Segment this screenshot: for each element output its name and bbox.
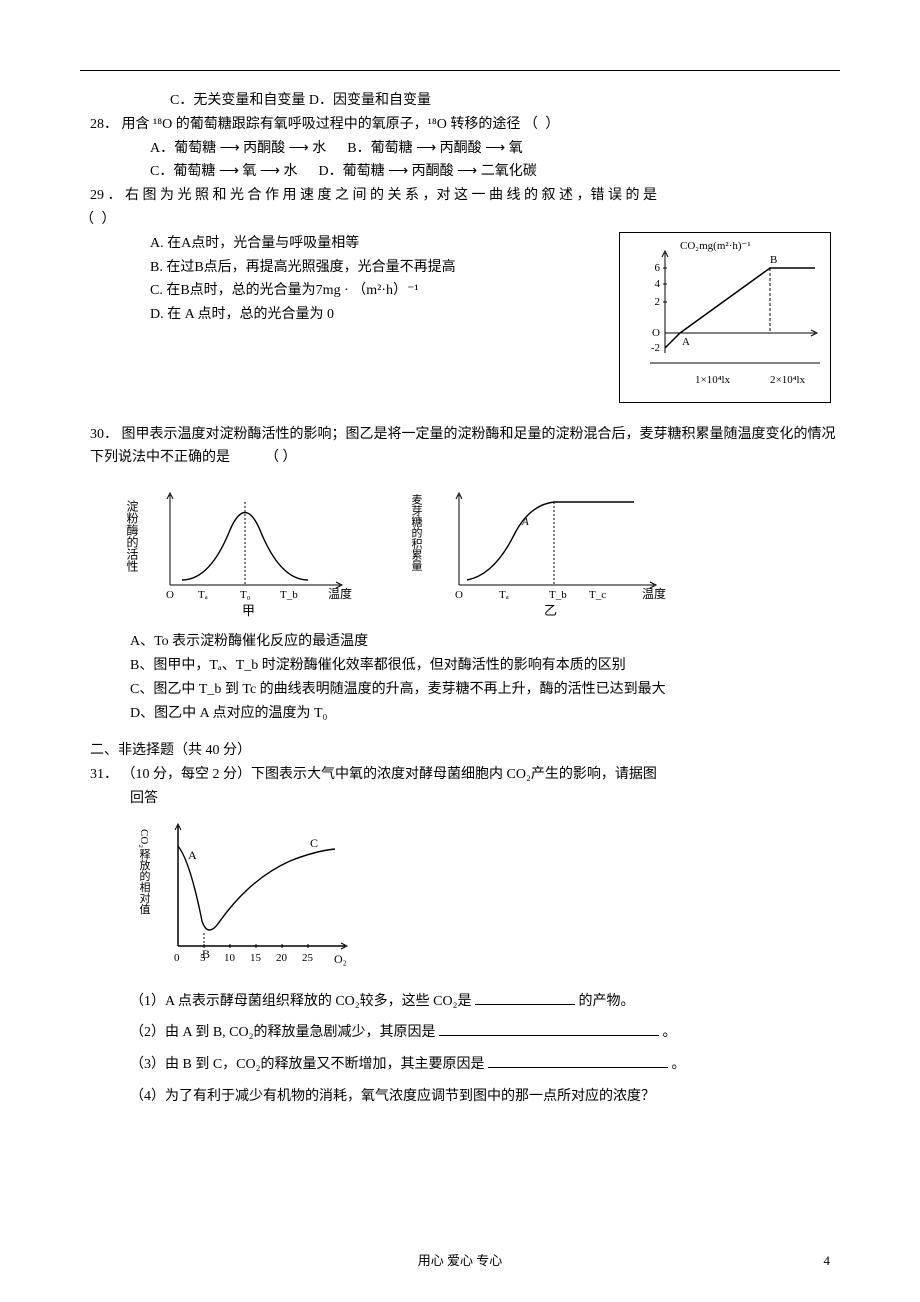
q31-p1: （1）A 点表示酵母菌组织释放的 CO₂较多，这些 CO₂是 的产物。 bbox=[130, 990, 840, 1014]
q30-stem: 图甲表示温度对淀粉酶活性的影响；图乙是将一定量的淀粉酶和足量的淀粉混合后，麦芽糖… bbox=[90, 427, 836, 466]
q29-paren-row: （ ） bbox=[80, 208, 840, 232]
q29: 29 ． 右 图 为 光 照 和 光 合 作 用 速 度 之 间 的 关 系 ，… bbox=[90, 184, 840, 208]
svg-text:15: 15 bbox=[250, 952, 262, 964]
svg-text:温度: 温度 bbox=[328, 586, 352, 601]
svg-text:2: 2 bbox=[655, 296, 661, 308]
q31-blank2[interactable] bbox=[439, 1021, 659, 1036]
q31-p1-post: 的产物。 bbox=[579, 994, 635, 1009]
svg-text:10: 10 bbox=[224, 952, 236, 964]
q28-optA: A．葡萄糖 ⟶ 丙酮酸 ⟶ 水 bbox=[150, 141, 326, 156]
q28-optD: D．葡萄糖 ⟶ 丙酮酸 ⟶ 二氧化碳 bbox=[318, 164, 536, 179]
q28-optC: C．葡萄糖 ⟶ 氧 ⟶ 水 bbox=[150, 164, 297, 179]
q28-num: 28． bbox=[90, 117, 118, 132]
q29-figure: CO₂mg(m²·h)⁻¹ 6 4 2 O -2 bbox=[619, 232, 831, 403]
q31-p3-period: 。 bbox=[672, 1057, 686, 1072]
q30-optD: D、图乙中 A 点对应的温度为 T₀ bbox=[130, 702, 840, 726]
section2-heading: 二、非选择题（共 40 分） bbox=[90, 739, 840, 763]
svg-text:O₂: O₂ bbox=[334, 952, 347, 966]
q31-stem-post: 回答 bbox=[130, 787, 840, 811]
q28-stem: 用含 ¹⁸O 的葡萄糖跟踪有氧呼吸过程中的氧原子，¹⁸O 转移的途径 bbox=[122, 117, 521, 132]
q31-blank3[interactable] bbox=[488, 1053, 668, 1068]
svg-text:CO₂释放的相对值: CO₂释放的相对值 bbox=[138, 829, 151, 915]
q31-num: 31． bbox=[90, 767, 118, 782]
q30-fig2-caption: 乙 bbox=[544, 603, 557, 618]
q30-figures: 淀粉酶的活性 O Tₐ T₀ T_b 温度 甲 麦芽糖的积累量 A bbox=[120, 480, 840, 620]
svg-text:5: 5 bbox=[200, 952, 206, 964]
q31-p3: （3）由 B 到 C，CO₂的释放量又不断增加，其主要原因是 。 bbox=[130, 1053, 840, 1077]
q30: 30． 图甲表示温度对淀粉酶活性的影响；图乙是将一定量的淀粉酶和足量的淀粉混合后… bbox=[90, 423, 840, 471]
q31-p3-pre: （3）由 B 到 C，CO₂的释放量又不断增加，其主要原因是 bbox=[130, 1057, 485, 1072]
svg-text:T_b: T_b bbox=[549, 589, 567, 601]
q29-paren: （ ） bbox=[80, 212, 118, 227]
q29-optC: C. 在B点时，总的光合量为7mg · （m²·h）⁻¹ bbox=[150, 279, 610, 303]
svg-text:1×10⁴lx: 1×10⁴lx bbox=[695, 374, 731, 386]
svg-text:O: O bbox=[652, 327, 660, 339]
q28-row-cd: C．葡萄糖 ⟶ 氧 ⟶ 水 D．葡萄糖 ⟶ 丙酮酸 ⟶ 二氧化碳 bbox=[150, 160, 840, 184]
q30-optB: B、图甲中，Tₐ、T_b 时淀粉酶催化效率都很低，但对酶活性的影响有本质的区别 bbox=[130, 654, 840, 678]
q30-optC: C、图乙中 T_b 到 Tc 的曲线表明随温度的升高，麦芽糖不再上升，酶的活性已… bbox=[130, 678, 840, 702]
svg-text:T_b: T_b bbox=[280, 589, 298, 601]
svg-text:Tₐ: Tₐ bbox=[499, 589, 509, 601]
q31-p2-pre: （2）由 A 到 B, CO₂的释放量急剧减少，其原因是 bbox=[130, 1025, 436, 1040]
svg-text:25: 25 bbox=[302, 952, 314, 964]
svg-text:A: A bbox=[521, 516, 529, 528]
q29-fig-ylabel: CO₂mg(m²·h)⁻¹ bbox=[680, 240, 751, 252]
svg-text:T_c: T_c bbox=[589, 589, 606, 601]
svg-text:淀粉酶的活性: 淀粉酶的活性 bbox=[125, 500, 139, 573]
q29-optA: A. 在A点时，光合量与呼吸量相等 bbox=[150, 232, 610, 256]
svg-text:温度: 温度 bbox=[642, 586, 666, 601]
svg-text:O: O bbox=[455, 589, 463, 601]
svg-text:O: O bbox=[166, 589, 174, 601]
svg-text:2×10⁴lx: 2×10⁴lx bbox=[770, 374, 806, 386]
q30-optA: A、To 表示淀粉酶催化反应的最适温度 bbox=[130, 630, 840, 654]
svg-text:4: 4 bbox=[655, 278, 661, 290]
svg-text:B: B bbox=[770, 254, 777, 266]
q29-num: 29 ． bbox=[90, 188, 122, 203]
q31-p2-period: 。 bbox=[663, 1025, 677, 1040]
q28-row-ab: A．葡萄糖 ⟶ 丙酮酸 ⟶ 水 B．葡萄糖 ⟶ 丙酮酸 ⟶ 氧 bbox=[150, 137, 840, 161]
svg-text:麦芽糖的积累量: 麦芽糖的积累量 bbox=[410, 494, 423, 571]
svg-text:T₀: T₀ bbox=[240, 589, 251, 601]
svg-text:-2: -2 bbox=[651, 342, 660, 354]
svg-text:Tₐ: Tₐ bbox=[198, 589, 208, 601]
svg-text:C: C bbox=[310, 836, 318, 850]
q28-optB: B．葡萄糖 ⟶ 丙酮酸 ⟶ 氧 bbox=[347, 141, 522, 156]
q31-p4: （4）为了有利于减少有机物的消耗，氧气浓度应调节到图中的那一点所对应的浓度？ bbox=[130, 1085, 840, 1109]
q28-paren: （ ） bbox=[524, 117, 562, 132]
q31-p1-pre: （1）A 点表示酵母菌组织释放的 CO₂较多，这些 CO₂是 bbox=[130, 994, 472, 1009]
q31-blank1[interactable] bbox=[475, 990, 575, 1005]
q31-p2: （2）由 A 到 B, CO₂的释放量急剧减少，其原因是 。 bbox=[130, 1021, 840, 1045]
svg-text:6: 6 bbox=[655, 262, 661, 274]
svg-text:A: A bbox=[682, 336, 690, 348]
page-number: 4 bbox=[824, 1250, 831, 1272]
q31-figure: CO₂释放的相对值 A B C 0 5 10 15 20 25 O₂ bbox=[130, 811, 840, 990]
q29-optD: D. 在 A 点时，总的光合量为 0 bbox=[150, 303, 610, 327]
q31: 31． （10 分，每空 2 分）下图表示大气中氧的浓度对酵母菌细胞内 CO₂产… bbox=[90, 763, 840, 787]
q27-options-cd: C．无关变量和自变量 D．因变量和自变量 bbox=[170, 89, 840, 113]
q29-optB: B. 在过B点后，再提高光照强度，光合量不再提高 bbox=[150, 256, 610, 280]
q29-stem: 右 图 为 光 照 和 光 合 作 用 速 度 之 间 的 关 系 ，对 这 一… bbox=[125, 188, 657, 203]
svg-text:A: A bbox=[188, 848, 197, 862]
footer-text: 用心 爱心 专心 bbox=[0, 1250, 920, 1272]
hr-top bbox=[80, 70, 840, 71]
q30-paren: （ ） bbox=[265, 450, 297, 465]
svg-text:0: 0 bbox=[174, 952, 180, 964]
svg-text:20: 20 bbox=[276, 952, 288, 964]
q31-stem-pre: （10 分，每空 2 分）下图表示大气中氧的浓度对酵母菌细胞内 CO₂产生的影响… bbox=[122, 767, 657, 782]
q30-fig1-caption: 甲 bbox=[242, 603, 255, 618]
q28: 28． 用含 ¹⁸O 的葡萄糖跟踪有氧呼吸过程中的氧原子，¹⁸O 转移的途径 （… bbox=[90, 113, 840, 137]
q30-num: 30． bbox=[90, 427, 118, 442]
